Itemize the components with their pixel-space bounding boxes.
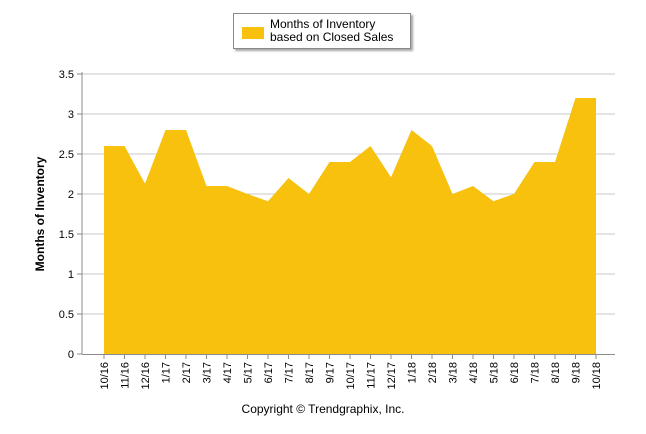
x-tick-label: 7/17	[284, 362, 296, 383]
x-tick-label: 11/17	[366, 362, 378, 389]
y-tick-label: 3.5	[59, 69, 74, 81]
area-series	[103, 97, 597, 354]
x-tick-label: 12/16	[140, 362, 152, 390]
y-tick-label: 0.5	[59, 309, 74, 321]
y-tick-label: 2	[68, 189, 74, 201]
y-tick-label: 3	[68, 109, 74, 121]
legend-label: Months of Inventory based on Closed Sale…	[270, 17, 394, 44]
x-tick-label: 10/17	[345, 362, 357, 390]
axes	[77, 72, 615, 359]
x-tick-label: 9/17	[325, 362, 337, 383]
x-tick-label: 2/17	[181, 362, 193, 383]
x-tick-label: 11/16	[120, 362, 132, 389]
x-tick-label: 6/18	[509, 362, 521, 383]
x-tick-labels: 10/16 11/16 12/16 1/17 2/17 3/17 4/17 5/17 6/17 7…	[99, 362, 603, 390]
x-tick-label: 5/17	[243, 362, 255, 383]
x-tick-label: 1/18	[407, 362, 419, 383]
legend: Months of Inventory based on Closed Sale…	[233, 13, 411, 49]
x-tick-label: 9/18	[571, 362, 583, 383]
x-tick-label: 8/17	[304, 362, 316, 383]
y-tick-label: 1	[68, 269, 74, 281]
x-tick-label: 3/18	[448, 362, 460, 383]
x-tick-label: 5/18	[489, 362, 501, 383]
x-tick-label: 6/17	[263, 362, 275, 383]
x-tick-label: 10/16	[99, 362, 111, 390]
copyright-footer: Copyright © Trendgraphix, Inc.	[241, 402, 405, 416]
x-tick-label: 2/18	[427, 362, 439, 383]
x-tick-label: 1/17	[161, 362, 173, 383]
legend-swatch	[242, 27, 264, 39]
x-tick-label: 4/17	[222, 362, 234, 383]
x-tick-label: 12/17	[386, 362, 398, 390]
y-tick-label: 1.5	[59, 229, 74, 241]
y-tick-label: 0	[68, 349, 74, 361]
x-tick-label: 4/18	[468, 362, 480, 383]
x-tick-label: 3/17	[202, 362, 214, 383]
x-tick-label: 10/18	[591, 362, 603, 390]
area-fill	[104, 98, 596, 354]
x-tick-label: 7/18	[530, 362, 542, 383]
y-tick-label: 2.5	[59, 149, 74, 161]
y-axis-title: Months of Inventory	[33, 156, 47, 272]
y-tick-labels: 0 0.5 1 1.5 2 2.5 3 3.5	[59, 69, 74, 361]
x-tick-label: 8/18	[550, 362, 562, 383]
